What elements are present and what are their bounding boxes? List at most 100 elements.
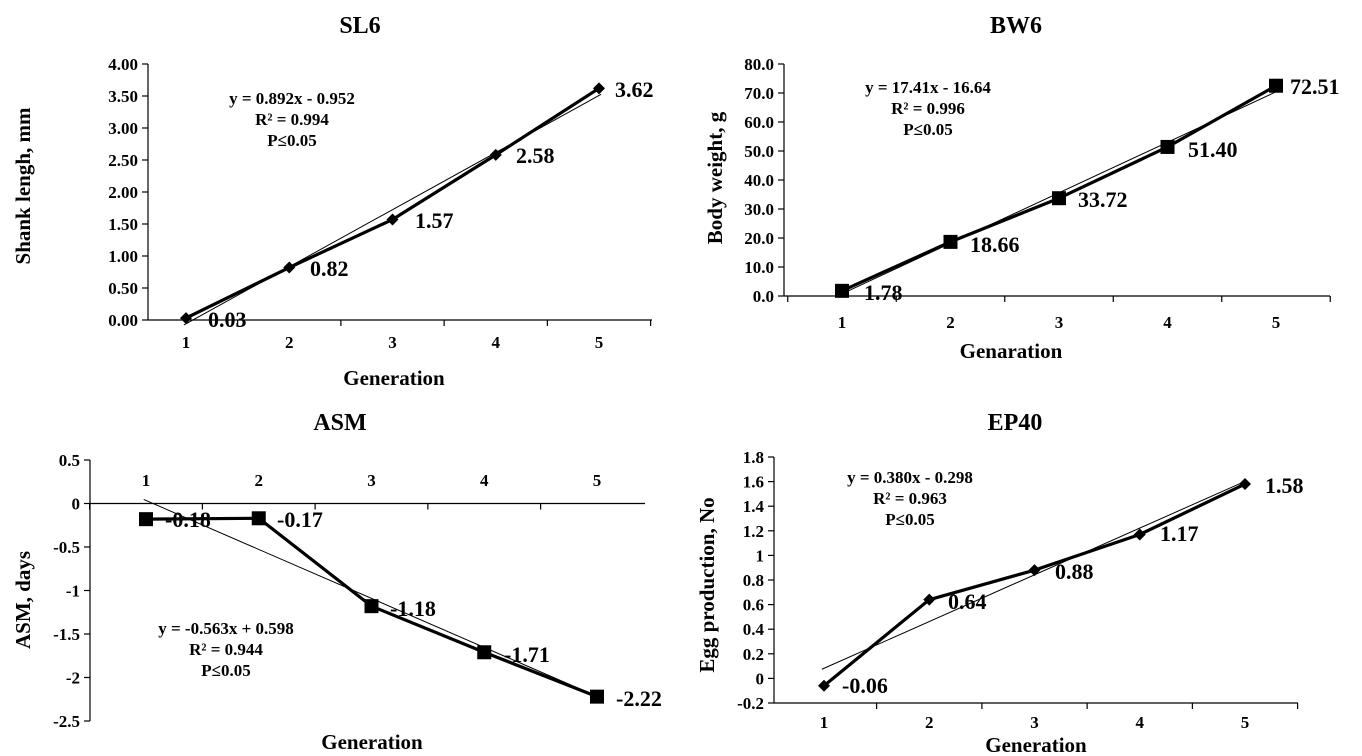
y-tick-label: 1 [756, 546, 765, 565]
chart-title: SL6 [339, 13, 380, 39]
x-tick-label: 4 [1163, 313, 1172, 332]
x-tick-label: 2 [255, 471, 264, 490]
data-point-marker [477, 645, 492, 660]
data-label: 1.58 [1265, 473, 1304, 498]
y-axis-title: Egg production, No [695, 497, 719, 672]
y-tick-label: 0.50 [108, 279, 138, 298]
y-tick-label: 0.8 [743, 571, 764, 590]
chart-panel-ep40: EP40 -0.2 0 0.2 0.4 0.6 0.8 1 1.2 1.4 1.6 1.8 1 2 3 4 5 G… [695, 410, 1304, 756]
x-axis-title: Genaration [960, 339, 1063, 363]
x-axis-title: Generation [985, 733, 1087, 756]
data-label: 0.82 [310, 256, 349, 281]
y-tick-label: 0.00 [108, 311, 138, 330]
x-tick-label: 2 [946, 313, 955, 332]
regression-annotation: R² = 0.963 [873, 489, 947, 508]
y-tick-label: 0.4 [743, 620, 765, 639]
x-tick-label: 5 [1241, 713, 1250, 732]
y-tick-label: 80.0 [744, 55, 774, 74]
chart-panel-sl6: SL6 0.00 0.50 1.00 1.50 2.00 2.50 3.00 3.50 4.00 1… [11, 13, 654, 390]
data-point-marker [818, 679, 830, 692]
chart-panel-asm: ASM -2.5 -2 -1.5 -1 -0.5 0 0.5 1 2 3 4 5 Generation AS… [11, 410, 662, 754]
y-axis-title: ASM, days [11, 551, 35, 649]
y-tick-label: -2 [66, 669, 80, 688]
y-tick-label: 10.0 [744, 258, 774, 277]
regression-annotation: P≤0.05 [201, 661, 250, 680]
y-tick-label: 1.6 [743, 473, 764, 492]
y-axis-title: Body weight, g [703, 111, 727, 244]
y-tick-label: 1.4 [743, 497, 765, 516]
y-tick-label: 60.0 [744, 113, 774, 132]
data-point-marker [1133, 528, 1146, 541]
data-point-marker [364, 599, 379, 614]
data-point-marker [835, 283, 849, 298]
data-label: -1.18 [390, 596, 436, 621]
data-label: -0.18 [165, 507, 211, 532]
y-tick-label: 3.00 [108, 119, 138, 138]
y-tick-label: 4.00 [108, 55, 138, 74]
y-tick-label: 2.00 [108, 183, 138, 202]
y-tick-label: -1.5 [53, 625, 80, 644]
y-tick-label: 40.0 [744, 171, 774, 190]
data-point-marker [139, 512, 153, 527]
data-label: 0.64 [948, 589, 987, 614]
x-tick-label: 3 [388, 333, 397, 352]
data-point-marker [1052, 191, 1066, 206]
data-label: -0.17 [277, 507, 323, 532]
data-label: 1.17 [1160, 521, 1199, 546]
y-tick-label: 0 [756, 669, 765, 688]
regression-annotation: R² = 0.996 [891, 99, 965, 118]
data-point-marker [593, 82, 605, 95]
series-line [185, 86, 600, 320]
data-point-marker [180, 312, 192, 325]
chart-panel-bw6: BW6 0.0 10.0 20.0 30.0 40.0 50.0 60.0 70.0 80.0 1 2… [703, 13, 1340, 363]
data-point-marker [386, 213, 399, 226]
x-tick-label: 5 [593, 471, 602, 490]
x-tick-label: 1 [142, 471, 151, 490]
x-tick-label: 2 [925, 713, 934, 732]
chart-title: EP40 [988, 410, 1043, 436]
y-tick-label: 0 [72, 495, 81, 514]
y-tick-label: 1.50 [108, 215, 138, 234]
chart-title: BW6 [990, 13, 1042, 39]
chart-title: ASM [313, 410, 366, 436]
trendline [143, 499, 600, 698]
data-label: -0.06 [842, 673, 888, 698]
y-tick-label: 0.2 [743, 645, 764, 664]
x-tick-label: 4 [1136, 713, 1145, 732]
regression-annotation: P≤0.05 [885, 510, 934, 529]
data-label: -2.22 [616, 686, 662, 711]
data-label: 18.66 [970, 232, 1020, 257]
y-tick-label: 70.0 [744, 84, 774, 103]
data-point-marker [1269, 78, 1283, 93]
data-point-marker [489, 148, 502, 161]
data-label: 3.62 [615, 77, 654, 102]
data-label: 1.57 [415, 208, 454, 233]
y-tick-label: 30.0 [744, 200, 774, 219]
y-tick-label: 3.50 [108, 87, 138, 106]
data-point-marker [1239, 478, 1251, 491]
regression-annotation: y = -0.563x + 0.598 [158, 619, 294, 638]
data-point-marker [1160, 139, 1175, 154]
y-tick-label: -0.2 [737, 694, 764, 713]
regression-annotation: P≤0.05 [903, 120, 952, 139]
y-tick-label: 1.00 [108, 247, 138, 266]
regression-annotation: R² = 0.994 [255, 110, 329, 129]
x-tick-label: 5 [595, 333, 604, 352]
data-point-marker [1028, 564, 1041, 577]
data-label: 72.51 [1290, 74, 1340, 99]
data-label: -1.71 [504, 642, 550, 667]
y-tick-label: -1 [66, 582, 80, 601]
y-tick-label: -0.5 [53, 538, 80, 557]
x-tick-label: 4 [480, 471, 489, 490]
data-label: 1.78 [864, 280, 903, 305]
x-tick-label: 4 [492, 333, 501, 352]
y-tick-label: 0.0 [753, 287, 774, 306]
x-tick-label: 1 [838, 313, 847, 332]
data-point-marker [923, 593, 936, 606]
data-label: 2.58 [516, 143, 555, 168]
regression-annotation: P≤0.05 [267, 131, 316, 150]
y-tick-label: 50.0 [744, 142, 774, 161]
x-axis-title: Generation [343, 366, 445, 390]
data-label: 0.03 [208, 307, 247, 332]
